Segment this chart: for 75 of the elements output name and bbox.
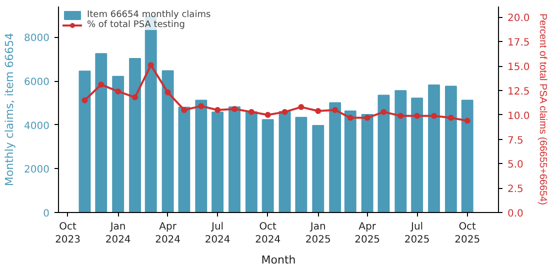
point (82, 97, 88, 104)
bar (394, 90, 407, 212)
point (148, 62, 154, 68)
bar (411, 98, 424, 212)
y2-tick-label: 17.5 (508, 38, 530, 49)
x-tick-label: Jul 2024 (204, 222, 230, 246)
bar (312, 125, 324, 212)
point (464, 118, 470, 124)
bar (262, 119, 274, 212)
bar (461, 100, 474, 212)
bar (378, 94, 390, 212)
point (115, 88, 122, 94)
point (332, 106, 338, 113)
y2-tick-label: 15.0 (508, 62, 530, 74)
y-tick-label: 0 (43, 208, 50, 220)
point (132, 94, 138, 100)
point (298, 104, 304, 110)
x-tick-label: Oct 2025 (454, 222, 480, 246)
bar (444, 86, 457, 212)
bar (344, 110, 356, 212)
y2-tick-label: 2.5 (508, 184, 524, 196)
point (181, 106, 188, 113)
point (315, 108, 322, 114)
x-tick-label: Apr 2025 (354, 222, 380, 246)
point (347, 114, 354, 121)
point (282, 108, 288, 115)
bar (295, 116, 308, 212)
y-tick-label: 8000 (24, 33, 50, 44)
x-tick-label: Oct 2024 (255, 222, 281, 246)
point (98, 82, 104, 88)
bar (195, 100, 208, 212)
bar (129, 58, 141, 212)
bar (112, 76, 124, 212)
y-tick-label: 4000 (24, 120, 50, 132)
y-tick-label: 2000 (24, 164, 50, 176)
y2-tick-label: 0.0 (508, 208, 524, 220)
point (198, 103, 204, 110)
x-tick-label: Apr 2024 (155, 222, 181, 246)
y2-tick-label: 12.5 (508, 86, 530, 98)
bar (361, 114, 374, 212)
bar (245, 111, 258, 212)
x-axis-title: Month (261, 254, 296, 267)
point (431, 112, 438, 119)
bar (428, 84, 440, 212)
bar (162, 70, 174, 212)
y2-tick-label: 20.0 (508, 13, 530, 24)
bar (212, 112, 224, 212)
x-tick-label: Oct 2023 (55, 222, 81, 246)
x-tick-label: Jul 2025 (404, 222, 430, 246)
y2-tick-label: 10.0 (508, 110, 530, 122)
bar (278, 110, 291, 212)
bar (78, 70, 91, 212)
bar (95, 53, 108, 212)
x-tick-label: Jan 2024 (105, 222, 131, 246)
bar (178, 106, 190, 212)
y2-axis-title: Percent of total PSA claims (66655+66654) (536, 13, 548, 205)
point (398, 112, 404, 119)
legend-label: % of total PSA testing (87, 20, 185, 30)
point (364, 114, 370, 121)
bar (329, 102, 342, 212)
y2-tick-label: 7.5 (508, 135, 524, 146)
point (164, 89, 171, 96)
y-tick-label: 6000 (24, 77, 50, 88)
point (248, 108, 254, 115)
x-tick-label: Jan 2025 (305, 222, 331, 246)
point (264, 112, 271, 118)
point (414, 112, 420, 119)
legend-label: Item 66654 monthly claims (87, 10, 211, 20)
point (448, 114, 454, 121)
y-axis-title: Monthly claims, item 66654 (3, 32, 16, 186)
y2-tick-label: 5.0 (508, 160, 524, 171)
point (232, 106, 238, 112)
point (380, 108, 387, 115)
point (214, 106, 221, 113)
bar (228, 106, 240, 212)
